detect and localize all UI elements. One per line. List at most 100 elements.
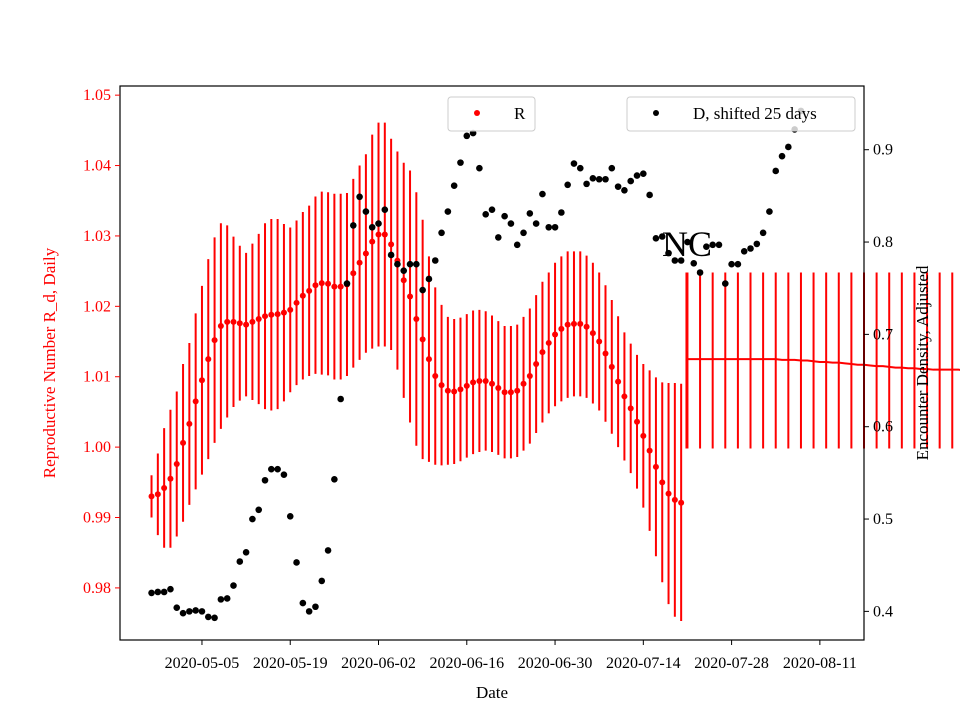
- d-points: [148, 107, 805, 622]
- x-tick-label: 2020-07-14: [606, 655, 681, 672]
- x-tick-label: 2020-06-16: [429, 655, 504, 672]
- d-point: [236, 558, 244, 565]
- r-point: [217, 323, 224, 330]
- d-point: [368, 223, 376, 231]
- d-point: [526, 210, 534, 217]
- d-point: [501, 212, 508, 220]
- r-point: [186, 420, 193, 427]
- d-point: [633, 172, 641, 179]
- r-point: [602, 350, 609, 357]
- y-right-tick-label: 0.7: [873, 326, 893, 343]
- r-point: [299, 292, 306, 299]
- d-point: [589, 175, 597, 182]
- r-point: [205, 356, 212, 363]
- x-tick-label: 2020-08-11: [783, 655, 857, 672]
- r-point: [615, 378, 622, 385]
- d-point: [230, 582, 237, 589]
- d-point: [646, 191, 653, 199]
- d-point: [160, 588, 168, 596]
- d-point: [192, 607, 199, 614]
- d-point: [324, 547, 332, 554]
- r-point: [287, 306, 294, 313]
- r-point: [413, 316, 420, 323]
- d-point: [211, 614, 218, 622]
- d-point: [179, 609, 187, 617]
- d-point: [331, 476, 338, 483]
- r-point: [533, 361, 540, 368]
- d-point: [463, 132, 471, 140]
- r-point: [268, 311, 275, 318]
- r-point: [678, 499, 685, 506]
- d-point: [721, 280, 729, 287]
- d-point: [753, 240, 761, 248]
- r-point: [318, 280, 325, 287]
- r-point: [621, 393, 628, 400]
- r-point: [375, 231, 382, 238]
- r-point: [545, 339, 552, 346]
- d-point: [507, 220, 515, 227]
- y-right-tick-label: 0.8: [873, 234, 893, 251]
- d-point: [551, 223, 559, 231]
- d-point: [539, 190, 546, 198]
- d-point: [614, 183, 622, 190]
- d-point: [690, 259, 698, 267]
- r-point: [243, 321, 250, 328]
- r-point: [280, 309, 287, 316]
- d-point: [419, 286, 426, 294]
- y-left-tick-label: 1.01: [83, 369, 111, 386]
- d-point: [223, 595, 231, 602]
- r-point: [507, 389, 514, 396]
- y-right-tick-label: 0.9: [873, 142, 893, 159]
- r-point: [381, 231, 388, 238]
- r-point: [495, 384, 502, 391]
- r-point: [451, 388, 458, 395]
- projection-line: [687, 358, 960, 371]
- x-tick-label: 2020-06-02: [341, 655, 416, 672]
- y-right-tick-label: 0.4: [873, 603, 893, 620]
- r-point: [419, 336, 426, 343]
- r-point: [293, 299, 300, 306]
- d-point: [495, 234, 502, 241]
- d-point: [759, 229, 767, 237]
- r-point: [224, 318, 231, 325]
- d-point: [703, 243, 710, 250]
- d-point: [293, 559, 300, 566]
- r-point: [627, 405, 634, 412]
- r-point: [634, 418, 641, 425]
- d-point: [778, 152, 786, 160]
- r-point: [356, 259, 363, 266]
- r-point: [596, 338, 603, 345]
- r-point: [558, 325, 565, 332]
- d-point: [394, 260, 401, 268]
- d-point: [476, 164, 483, 172]
- d-point: [381, 206, 389, 214]
- d-point: [406, 260, 414, 268]
- d-point: [431, 257, 439, 264]
- r-point: [274, 311, 281, 318]
- d-point: [148, 589, 155, 597]
- d-point: [709, 241, 716, 249]
- d-point: [450, 182, 458, 190]
- r-point: [312, 282, 319, 289]
- legend-r-marker: [474, 110, 480, 116]
- r-point: [665, 490, 672, 497]
- r-point: [230, 318, 237, 325]
- y-left-tick-label: 1.00: [83, 439, 111, 456]
- d-point: [715, 241, 723, 249]
- r-point: [564, 321, 571, 328]
- r-point: [432, 373, 439, 380]
- d-point: [274, 465, 281, 473]
- r-point: [520, 380, 527, 387]
- r-point: [236, 320, 243, 327]
- d-point: [785, 143, 792, 151]
- r-point: [148, 493, 155, 500]
- d-point: [312, 603, 319, 611]
- x-axis-title: Date: [476, 683, 508, 702]
- d-point: [665, 249, 672, 257]
- d-point: [488, 206, 496, 214]
- y-axis-right-title: Encounter Density, Adjusted: [913, 265, 932, 460]
- r-point: [192, 398, 199, 405]
- d-point: [602, 175, 609, 183]
- d-point: [677, 257, 685, 264]
